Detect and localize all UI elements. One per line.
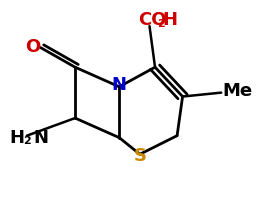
Text: N: N xyxy=(33,129,48,147)
Text: O: O xyxy=(25,38,40,56)
Text: 2: 2 xyxy=(157,19,165,29)
Text: H: H xyxy=(163,11,178,29)
Text: H: H xyxy=(9,129,24,147)
Text: N: N xyxy=(112,76,127,94)
Text: Me: Me xyxy=(222,82,253,100)
Text: 2: 2 xyxy=(24,136,31,146)
Text: CO: CO xyxy=(138,11,167,29)
Text: S: S xyxy=(134,147,146,165)
